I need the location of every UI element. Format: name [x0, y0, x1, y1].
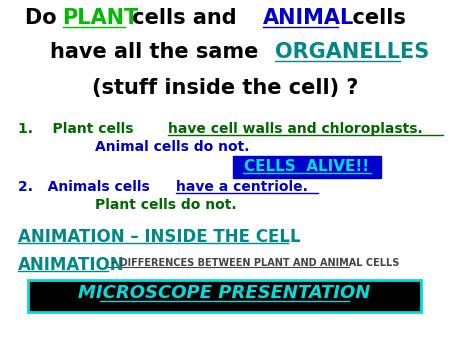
- Text: cells and: cells and: [125, 8, 244, 28]
- Text: have all the same: have all the same: [50, 42, 266, 62]
- Text: Do: Do: [25, 8, 64, 28]
- Text: CELLS  ALIVE!!: CELLS ALIVE!!: [244, 159, 369, 174]
- Text: Plant cells do not.: Plant cells do not.: [95, 198, 237, 212]
- Text: 1.    Plant cells: 1. Plant cells: [18, 122, 139, 136]
- Text: – DIFFERENCES BETWEEN PLANT AND ANIMAL CELLS: – DIFFERENCES BETWEEN PLANT AND ANIMAL C…: [108, 258, 400, 268]
- Text: have a centriole.: have a centriole.: [176, 180, 308, 194]
- Text: MICROSCOPE PRESENTATION: MICROSCOPE PRESENTATION: [78, 284, 371, 302]
- Text: ANIMATION – INSIDE THE CELL: ANIMATION – INSIDE THE CELL: [18, 228, 301, 246]
- Text: have cell walls and chloroplasts.: have cell walls and chloroplasts.: [168, 122, 423, 136]
- Text: (stuff inside the cell) ?: (stuff inside the cell) ?: [92, 78, 358, 98]
- Text: ANIMATION: ANIMATION: [18, 256, 125, 274]
- Text: ANIMAL: ANIMAL: [262, 8, 354, 28]
- Text: ORGANELLES: ORGANELLES: [275, 42, 429, 62]
- Text: cells: cells: [338, 8, 405, 28]
- Text: 2.   Animals cells: 2. Animals cells: [18, 180, 155, 194]
- Text: PLANT: PLANT: [63, 8, 139, 28]
- Text: Animal cells do not.: Animal cells do not.: [95, 140, 249, 154]
